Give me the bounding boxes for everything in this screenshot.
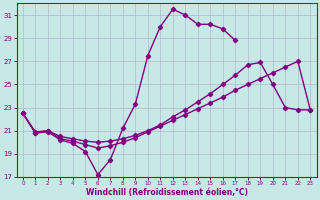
X-axis label: Windchill (Refroidissement éolien,°C): Windchill (Refroidissement éolien,°C) — [85, 188, 248, 197]
